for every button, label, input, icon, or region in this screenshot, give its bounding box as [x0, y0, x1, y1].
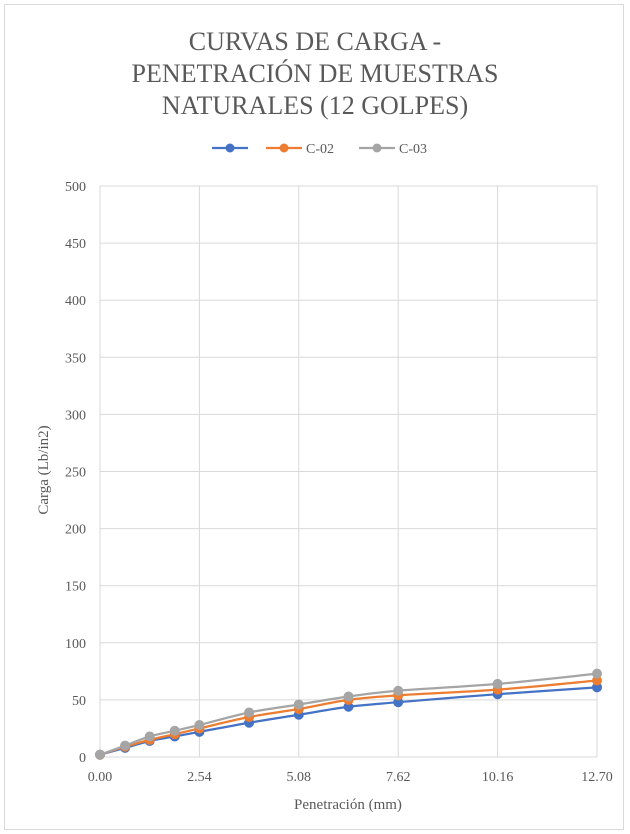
series-2: [95, 675, 602, 760]
x-tick-label: 5.08: [287, 770, 312, 785]
y-tick-label: 200: [65, 523, 86, 538]
chart-title-line-1: CURVAS DE CARGA -: [189, 27, 441, 56]
data-point: [492, 678, 503, 689]
y-tick-label: 350: [65, 351, 86, 366]
legend-item: [212, 143, 248, 153]
x-tick-label: 10.16: [482, 770, 514, 785]
legend-label: C-02: [306, 142, 334, 157]
chart-title-line-3: NATURALES (12 GOLPES): [162, 91, 468, 120]
series-3: [95, 668, 602, 760]
legend-marker: [372, 143, 382, 153]
series-line: [99, 679, 598, 756]
x-tick-label: 7.62: [386, 770, 411, 785]
y-axis-title: Carga (Lb/in2): [36, 425, 52, 514]
y-tick-label: 50: [72, 694, 86, 709]
data-point: [120, 740, 131, 751]
y-tick-label: 450: [65, 237, 86, 252]
legend-marker: [279, 143, 289, 153]
legend: C-02 C-03: [212, 142, 427, 157]
y-axis-ticks: 0 50 100 150 200 250 300 350 400 450 500: [65, 180, 86, 766]
data-point: [169, 725, 180, 736]
data-point: [393, 685, 404, 696]
legend-marker: [225, 143, 235, 153]
legend-item: C-03: [359, 142, 427, 157]
gridlines: [99, 185, 598, 758]
data-point: [95, 749, 105, 760]
legend-item: C-02: [266, 142, 334, 157]
data-point: [194, 720, 205, 731]
data-point: [343, 691, 354, 702]
data-point: [293, 699, 304, 710]
x-tick-label: 12.70: [581, 770, 613, 785]
y-tick-label: 0: [79, 751, 86, 766]
x-tick-label: 0.00: [88, 770, 113, 785]
y-tick-label: 150: [65, 580, 86, 595]
y-tick-label: 400: [65, 294, 86, 309]
data-point: [244, 707, 255, 718]
legend-label: C-03: [399, 142, 427, 157]
x-axis-title: Penetración (mm): [294, 797, 402, 813]
data-point: [144, 731, 155, 742]
y-tick-label: 100: [65, 637, 86, 652]
data-point: [592, 668, 602, 679]
y-tick-label: 500: [65, 180, 86, 195]
chart-title-line-2: PENETRACIÓN DE MUESTRAS: [132, 59, 499, 88]
x-tick-label: 2.54: [187, 770, 212, 785]
x-axis-ticks: 0.00 2.54 5.08 7.62 10.16 12.70: [88, 770, 613, 785]
series-group: [95, 668, 602, 760]
series-line: [99, 672, 598, 756]
y-tick-label: 300: [65, 408, 86, 423]
chart-title: CURVAS DE CARGA - PENETRACIÓN DE MUESTRA…: [132, 27, 499, 120]
y-tick-label: 250: [65, 466, 86, 481]
